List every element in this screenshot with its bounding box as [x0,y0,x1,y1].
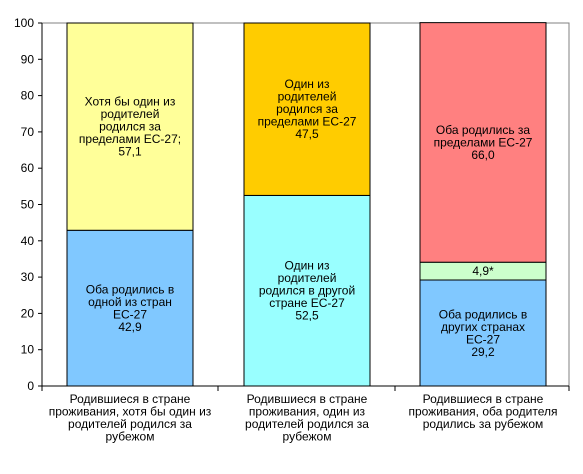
category-label: Родившиеся в стране проживания, один из ро… [245,392,369,444]
category-label: Родившиеся в стране проживания, оба родит… [408,392,557,431]
y-tick-label: 100 [14,16,34,30]
segment-label: Один из родителей родился за пределами ЕС-2… [258,77,357,141]
segment-label: Оба родились в других странах ЕС-27 29,2 [439,307,527,359]
y-tick-label: 60 [21,161,35,175]
segment-label: 4,9* [472,264,494,278]
bar-segment [66,229,194,387]
segment-label: Один из родителей родился в другой стране Е… [259,259,355,323]
y-tick-label: 70 [21,125,35,139]
bar-segment [243,22,371,196]
y-tick-label: 20 [21,306,35,320]
y-tick-label: 30 [21,270,35,284]
category-label: Родившиеся в стране проживания, хотя бы о… [49,392,212,444]
bar-segment [66,22,194,231]
segment-label: Оба родились в одной из стран ЕС-27 42,9 [86,282,174,334]
bar-segment [243,194,371,387]
bar-segment [419,22,547,263]
y-tick-label: 50 [21,198,35,212]
segment-label: Оба родились за пределами ЕС-27 66,0 [434,123,533,162]
segment-label: Хотя бы один из родителей родился за предел… [79,95,181,159]
bars [66,22,547,387]
y-tick-label: 90 [21,52,35,66]
labels: Оба родились в одной из стран ЕС-27 42,9 Хот… [49,77,558,443]
bar-segment [419,279,547,387]
y-tick-label: 0 [27,379,34,393]
y-tick-label: 80 [21,89,35,103]
y-tick-label: 10 [21,343,35,357]
y-tick-label: 40 [21,234,35,248]
